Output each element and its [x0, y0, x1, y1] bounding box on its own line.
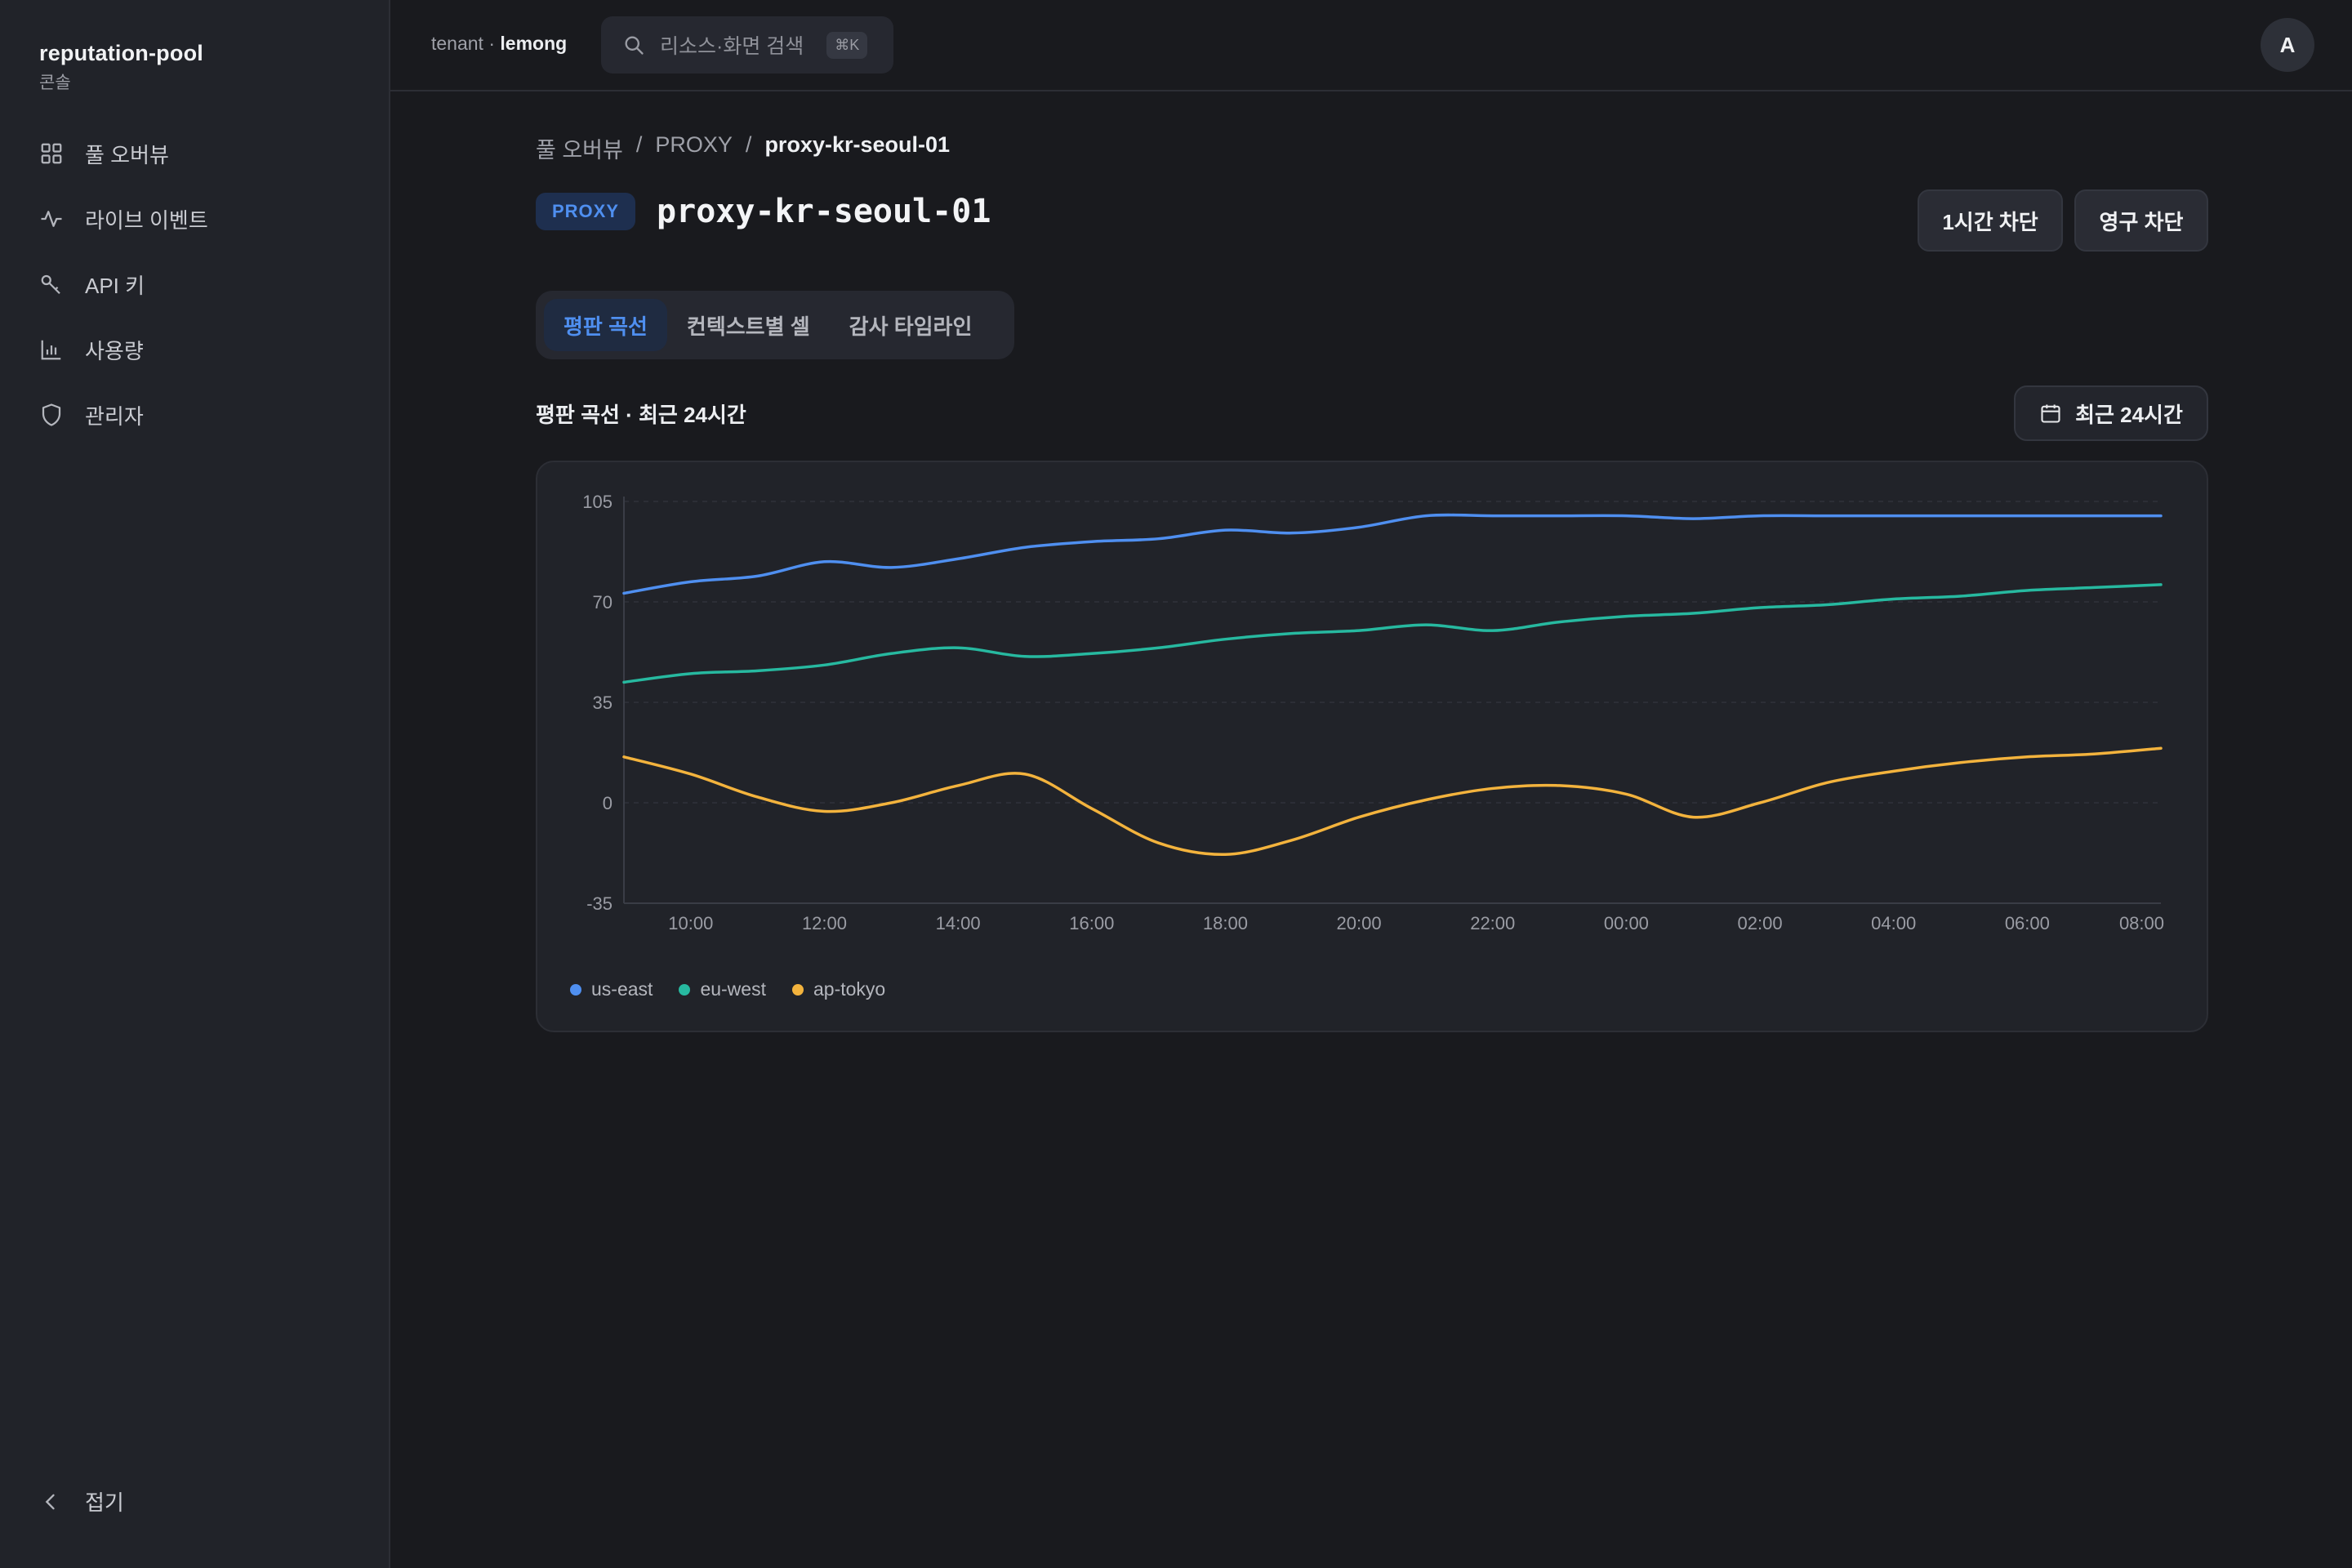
- brand-subtitle: 콘솔: [39, 74, 71, 92]
- legend-label: us-east: [591, 978, 653, 1000]
- sidebar-item-usage[interactable]: 사용량: [23, 323, 366, 376]
- series-line-ap-tokyo: [622, 746, 2163, 857]
- sidebar-item-label: API 키: [85, 273, 145, 298]
- tenant-indicator[interactable]: tenant · lemong: [431, 33, 567, 55]
- avatar[interactable]: A: [2261, 18, 2314, 72]
- x-tick-label: 18:00: [1203, 913, 1248, 933]
- tab-bar: 평판 곡선 컨텍스트별 셀 감사 타임라인: [536, 291, 1014, 359]
- search-input[interactable]: 리소스·화면 검색 ⌘K: [601, 16, 893, 74]
- sidebar: reputation-pool 콘솔 풀 오버뷰 라이브 이벤트 API 키 사…: [0, 0, 390, 1568]
- legend-item-ap-tokyo[interactable]: ap-tokyo: [791, 978, 886, 1000]
- x-tick-label: 10:00: [668, 913, 713, 933]
- grid-icon: [41, 143, 62, 164]
- activity-icon: [41, 211, 62, 227]
- chart-legend: us-east eu-west ap-tokyo: [570, 978, 885, 1000]
- type-badge: PROXY: [536, 193, 636, 230]
- collapse-sidebar-button[interactable]: 접기: [39, 1486, 124, 1517]
- chevron-left-icon: [45, 1494, 55, 1509]
- calendar-icon: [2041, 404, 2060, 423]
- y-tick-label: 70: [593, 592, 612, 612]
- x-tick-label: 16:00: [1069, 913, 1114, 933]
- sidebar-item-label: 관리자: [85, 403, 144, 429]
- y-tick-label: 0: [603, 793, 612, 813]
- y-tick-label: 105: [582, 492, 612, 512]
- legend-item-eu-west[interactable]: eu-west: [679, 978, 766, 1000]
- tab-reputation-curve[interactable]: 평판 곡선: [544, 299, 667, 351]
- x-tick-label: 12:00: [802, 913, 847, 933]
- sidebar-item-admin[interactable]: 관리자: [23, 389, 366, 441]
- section-title: 평판 곡선 · 최근 24시간: [536, 403, 746, 427]
- sidebar-item-label: 풀 오버뷰: [85, 142, 169, 167]
- breadcrumb-root[interactable]: 풀 오버뷰: [536, 138, 623, 163]
- block-permanent-button[interactable]: 영구 차단: [2074, 189, 2208, 252]
- page-title: proxy-kr-seoul-01: [657, 193, 991, 230]
- search-icon: [625, 36, 644, 55]
- x-tick-label: 02:00: [1738, 913, 1783, 933]
- x-tick-label: 08:00: [2119, 913, 2164, 933]
- sidebar-nav: 풀 오버뷰 라이브 이벤트 API 키 사용량 관리자: [23, 127, 366, 454]
- legend-dot: [679, 983, 691, 996]
- y-tick-label: 35: [593, 693, 612, 713]
- time-range-label: 최근 24시간: [2075, 402, 2183, 427]
- tab-context-cells[interactable]: 컨텍스트별 셀: [686, 314, 810, 339]
- bar-chart-icon: [41, 340, 61, 360]
- breadcrumb: 풀 오버뷰 / PROXY / proxy-kr-seoul-01: [536, 132, 950, 164]
- sidebar-item-label: 라이브 이벤트: [85, 207, 208, 233]
- legend-item-us-east[interactable]: us-east: [570, 978, 653, 1000]
- breadcrumb-current: proxy-kr-seoul-01: [764, 132, 951, 157]
- x-tick-label: 00:00: [1604, 913, 1649, 933]
- sidebar-item-live-events[interactable]: 라이브 이벤트: [23, 193, 366, 245]
- tab-audit-timeline[interactable]: 감사 타임라인: [849, 314, 973, 339]
- x-tick-label: 06:00: [2005, 913, 2050, 933]
- tenant-prefix: tenant ·: [431, 33, 501, 54]
- time-range-button[interactable]: 최근 24시간: [2014, 385, 2208, 441]
- series-line-us-east: [622, 513, 2163, 595]
- search-placeholder: 리소스·화면 검색: [660, 35, 804, 58]
- legend-dot: [791, 983, 804, 996]
- x-tick-label: 04:00: [1871, 913, 1916, 933]
- chart-canvas: 105 70 35 0 -35 10:00 12:00 14:00 16:00 18:00 20:0…: [582, 492, 2164, 933]
- collapse-label: 접기: [85, 1490, 124, 1515]
- brand: reputation-pool 콘솔: [39, 41, 203, 94]
- top-bar: tenant · lemong 리소스·화면 검색 ⌘K A: [390, 0, 2352, 91]
- shield-icon: [42, 403, 61, 426]
- y-tick-label: -35: [586, 893, 612, 914]
- x-tick-label: 20:00: [1337, 913, 1382, 933]
- legend-label: eu-west: [700, 978, 766, 1000]
- tenant-name: lemong: [500, 33, 568, 54]
- page-header: PROXY proxy-kr-seoul-01: [536, 193, 991, 230]
- legend-label: ap-tokyo: [813, 978, 886, 1000]
- search-shortcut-badge: ⌘K: [826, 31, 868, 59]
- series-line-eu-west: [622, 583, 2163, 684]
- sidebar-item-pool-overview[interactable]: 풀 오버뷰: [23, 127, 366, 180]
- block-1h-button[interactable]: 1시간 차단: [1918, 189, 2063, 252]
- breadcrumb-separator: /: [635, 132, 643, 157]
- key-icon: [41, 274, 60, 295]
- breadcrumb-proxy[interactable]: PROXY: [655, 132, 733, 157]
- legend-dot: [570, 983, 581, 996]
- sidebar-item-label: 사용량: [85, 338, 144, 363]
- reputation-chart: 105 70 35 0 -35 10:00 12:00 14:00 16:00 18:00 20:0…: [536, 461, 2208, 1032]
- breadcrumb-separator: /: [745, 132, 752, 157]
- x-tick-label: 22:00: [1470, 913, 1515, 933]
- sidebar-item-api-keys[interactable]: API 키: [23, 258, 366, 310]
- x-tick-label: 14:00: [936, 913, 981, 933]
- brand-name: reputation-pool: [39, 41, 203, 65]
